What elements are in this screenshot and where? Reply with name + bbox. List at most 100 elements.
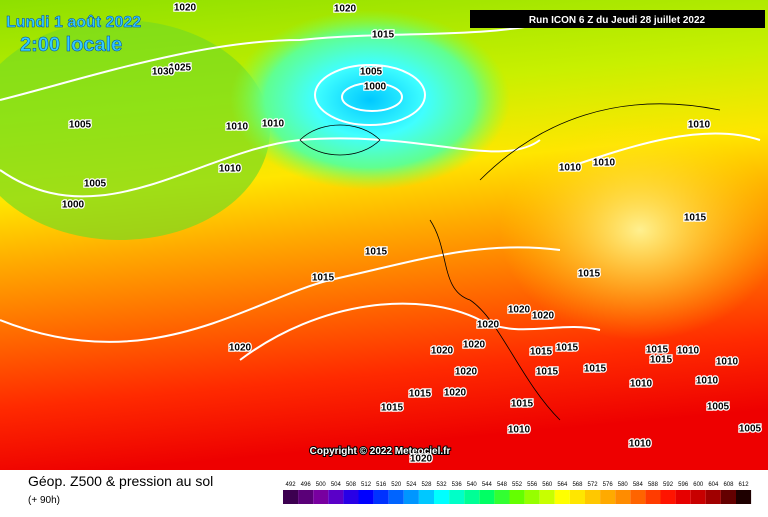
scale-label: 580 xyxy=(618,482,629,488)
scale-swatch xyxy=(600,490,616,504)
isobar-label: 1020 xyxy=(508,305,531,316)
isobar-label: 1010 xyxy=(559,163,582,174)
isobar-label: 1020 xyxy=(463,340,486,351)
scale-label: 524 xyxy=(406,482,417,488)
isobar-label: 1015 xyxy=(530,347,553,358)
scale-label: 492 xyxy=(286,482,297,488)
valid-time: 2:00 locale xyxy=(20,34,122,56)
color-scale: 492 496 500 504 508 512 516 520 524 528 532 536 540 5… xyxy=(283,482,752,504)
scale-label: 592 xyxy=(663,482,674,488)
isobar-label: 1010 xyxy=(593,158,616,169)
isobar-label: 1010 xyxy=(629,439,652,450)
z500-field xyxy=(0,20,270,240)
scale-label: 552 xyxy=(512,482,523,488)
scale-swatch xyxy=(539,490,555,504)
isobar-label: 1020 xyxy=(410,454,433,465)
run-info: Run ICON 6 Z du Jeudi 28 juillet 2022 xyxy=(529,15,706,26)
scale-swatch xyxy=(313,490,329,504)
scale-label: 596 xyxy=(678,482,689,488)
scale-label: 572 xyxy=(588,482,599,488)
isobar-label: 1005 xyxy=(707,402,730,413)
scale-label: 504 xyxy=(331,482,342,488)
isobar-label: 1010 xyxy=(630,379,653,390)
scale-swatch xyxy=(494,490,510,504)
coastlines xyxy=(299,103,721,421)
isobar-label: 1005 xyxy=(69,120,92,131)
isobar-label: 1015 xyxy=(536,367,559,378)
scale-swatch xyxy=(705,490,721,504)
scale-swatch xyxy=(660,490,676,504)
scale-label: 584 xyxy=(633,482,644,488)
scale-label: 536 xyxy=(452,482,463,488)
scale-swatch xyxy=(569,490,585,504)
scale-label: 612 xyxy=(739,482,750,488)
scale-label: 496 xyxy=(301,482,312,488)
isobar-label: 1020 xyxy=(431,346,454,357)
isobar-label: 1010 xyxy=(226,122,249,133)
scale-swatch xyxy=(615,490,631,504)
isobar-label: 1015 xyxy=(650,355,673,366)
isobar-label: 1020 xyxy=(229,343,252,354)
isobar-label: 1010 xyxy=(508,425,531,436)
footer-subtitle: (+ 90h) xyxy=(28,495,60,506)
scale-label: 532 xyxy=(437,482,448,488)
scale-label: 540 xyxy=(467,482,478,488)
isobar-label: 1020 xyxy=(444,388,467,399)
scale-label: 608 xyxy=(723,482,734,488)
isobar-label: 1020 xyxy=(174,3,197,14)
footer-title: Géop. Z500 & pression au sol xyxy=(28,473,213,489)
scale-label: 568 xyxy=(572,482,583,488)
isobar-label: 1025 xyxy=(169,63,192,74)
isobar-label: 1020 xyxy=(532,311,555,322)
scale-swatch xyxy=(524,490,540,504)
isobar-label: 1015 xyxy=(646,345,669,356)
isobar-label: 1010 xyxy=(219,164,242,175)
isobar-label: 1015 xyxy=(556,343,579,354)
isobar-label: 1015 xyxy=(578,269,601,280)
isobar-label: 1010 xyxy=(688,120,711,131)
isobar-label: 1020 xyxy=(477,320,500,331)
scale-swatch xyxy=(479,490,495,504)
scale-swatch xyxy=(720,490,736,504)
scale-swatch xyxy=(554,490,570,504)
scale-swatch xyxy=(690,490,706,504)
isobar-label: 1020 xyxy=(334,4,357,15)
scale-label: 520 xyxy=(391,482,402,488)
isobar-label: 1005 xyxy=(739,424,762,435)
scale-label: 512 xyxy=(361,482,372,488)
isobar-label: 1005 xyxy=(360,67,383,78)
isobar-label: 1010 xyxy=(716,357,739,368)
isobar-label: 1020 xyxy=(455,367,478,378)
z500-low xyxy=(230,10,510,190)
scale-label: 576 xyxy=(603,482,614,488)
scale-label: 600 xyxy=(693,482,704,488)
scale-label: 564 xyxy=(557,482,568,488)
isobar-label: 1015 xyxy=(584,364,607,375)
scale-label: 604 xyxy=(708,482,719,488)
scale-swatch xyxy=(358,490,374,504)
scale-label: 556 xyxy=(527,482,538,488)
isobar-label: 1015 xyxy=(372,30,395,41)
scale-swatch xyxy=(373,490,389,504)
copyright: Copyright © 2022 Meteociel.fr xyxy=(310,446,451,457)
scale-label: 508 xyxy=(346,482,357,488)
scale-label: 544 xyxy=(482,482,493,488)
isobar-label: 1015 xyxy=(684,213,707,224)
isobar-label: 1030 xyxy=(152,67,175,78)
scale-swatch xyxy=(283,490,299,504)
scale-label: 516 xyxy=(376,482,387,488)
scale-label: 500 xyxy=(316,482,327,488)
run-banner xyxy=(470,10,765,28)
scale-label: 560 xyxy=(542,482,553,488)
scale-swatch xyxy=(736,490,752,504)
scale-swatch xyxy=(388,490,404,504)
scale-swatch xyxy=(298,490,314,504)
scale-swatch xyxy=(509,490,525,504)
scale-swatch xyxy=(449,490,465,504)
isobar-label: 1015 xyxy=(365,247,388,258)
isobar-label: 1010 xyxy=(677,346,700,357)
isobar-label: 1015 xyxy=(511,399,534,410)
isobar-label: 1015 xyxy=(409,389,432,400)
